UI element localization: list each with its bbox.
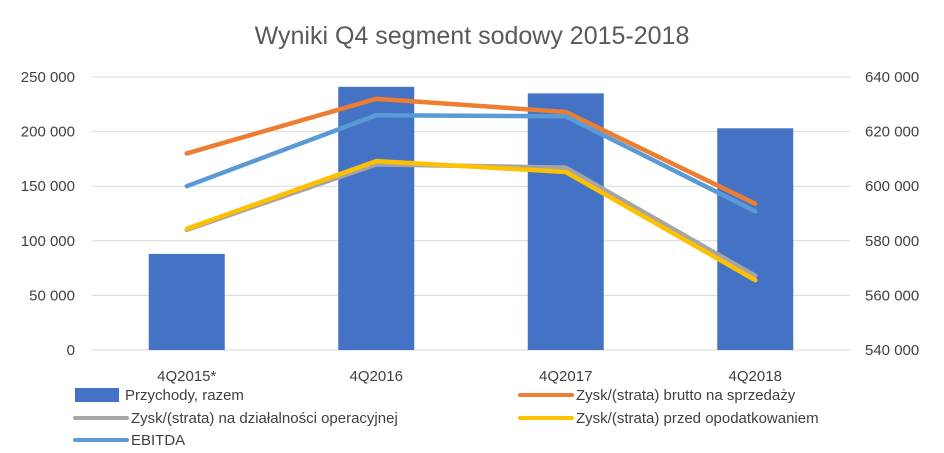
series-line-3 [184, 158, 758, 283]
left-axis-tick-label: 200 000 [21, 124, 75, 141]
right-axis-tick-label: 640 000 [865, 69, 919, 86]
right-axis-tick-label: 620 000 [865, 124, 919, 141]
series-line-2 [184, 162, 758, 278]
category-label: 4Q2015* [157, 368, 216, 385]
legend-label: Zysk/(strata) brutto na sprzedaży [576, 387, 796, 404]
legend-label: Zysk/(strata) przed opodatkowaniem [576, 410, 819, 427]
legend-label: EBITDA [131, 432, 185, 449]
right-axis-tick-label: 540 000 [865, 342, 919, 359]
left-axis-tick-label: 250 000 [21, 69, 75, 86]
series-line-1 [184, 96, 758, 206]
left-axis-tick-label: 50 000 [29, 287, 75, 304]
bar-4q2017 [527, 93, 604, 350]
left-axis-tick-label: 0 [67, 342, 75, 359]
right-axis-ticks: 540 000 560 000 580 000 600 000 620 000 640 0… [865, 69, 919, 359]
legend-label: Przychody, razem [125, 387, 244, 404]
bar-4q2018 [717, 128, 794, 350]
category-axis-labels: 4Q2015* 4Q2016 4Q2017 4Q2018 [157, 368, 782, 385]
left-axis-tick-label: 100 000 [21, 233, 75, 250]
bar-series [148, 86, 794, 350]
right-axis-tick-label: 560 000 [865, 287, 919, 304]
legend: Przychody, razem Zysk/(strata) brutto na … [73, 387, 819, 449]
legend-swatch [75, 388, 119, 402]
chart-title: Wyniki Q4 segment sodowy 2015-2018 [255, 22, 690, 50]
category-label: 4Q2016 [350, 368, 403, 385]
line-series [184, 96, 758, 283]
right-axis-tick-label: 580 000 [865, 233, 919, 250]
left-axis-ticks: 0 50 000 100 000 150 000 200 000 250 000 [21, 69, 75, 359]
left-axis-tick-label: 150 000 [21, 178, 75, 195]
legend-label: Zysk/(strata) na działalności operacyjne… [131, 410, 398, 427]
category-label: 4Q2017 [539, 368, 592, 385]
bar-4q2016 [338, 86, 415, 350]
right-axis-tick-label: 600 000 [865, 178, 919, 195]
series-line-4 [184, 112, 758, 214]
category-label: 4Q2018 [729, 368, 782, 385]
bar-4q2015 [148, 253, 225, 350]
